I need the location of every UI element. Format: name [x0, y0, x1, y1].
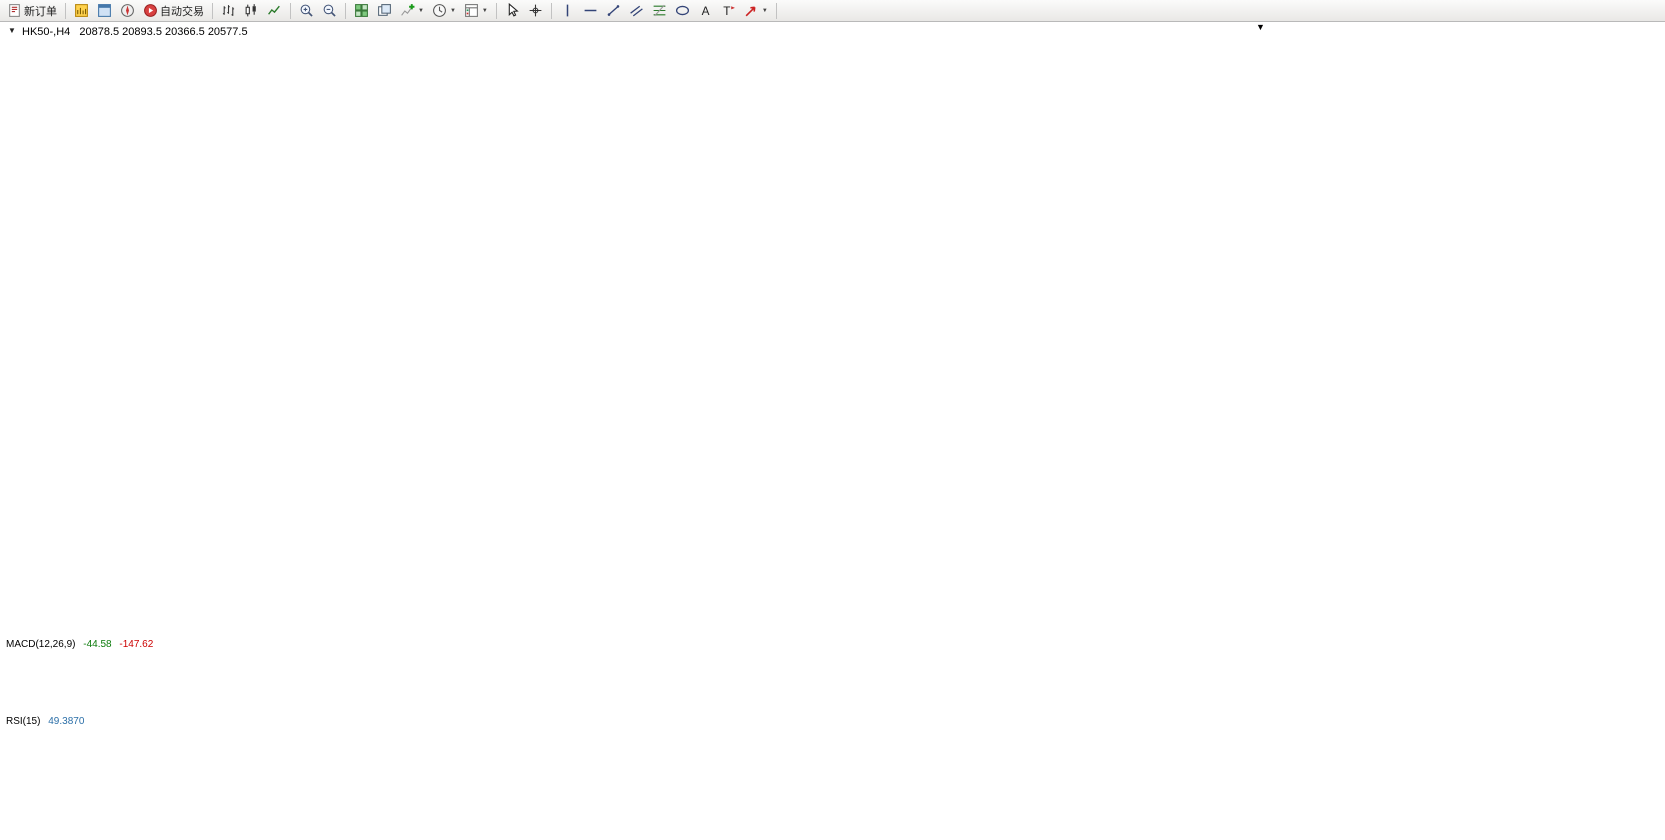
new-order-button[interactable]: 新订单 — [3, 0, 61, 21]
chart-shift-marker-icon[interactable]: ▼ — [1256, 22, 1265, 32]
zoom-in-button[interactable] — [295, 0, 318, 21]
horizontal-line-icon — [583, 3, 598, 18]
navigator-icon — [120, 3, 135, 18]
zoom-out-button[interactable] — [318, 0, 341, 21]
text-button[interactable]: A — [694, 0, 717, 21]
trendline-button[interactable] — [602, 0, 625, 21]
zoom-out-icon — [322, 3, 337, 18]
tile-windows-icon — [354, 3, 369, 18]
shapes-button[interactable] — [671, 0, 694, 21]
indicators-icon — [400, 3, 415, 18]
cursor-icon — [505, 3, 520, 18]
dropdown-arrow-icon: ▼ — [481, 7, 488, 14]
label-button[interactable]: T — [717, 0, 740, 21]
fibonacci-button[interactable] — [648, 0, 671, 21]
dropdown-arrow-icon: ▼ — [449, 7, 456, 14]
channel-icon — [629, 3, 644, 18]
vertical-line-icon — [560, 3, 575, 18]
dropdown-arrow-icon: ▼ — [418, 7, 424, 14]
svg-text:T: T — [723, 5, 730, 18]
arrange-windows-button[interactable] — [373, 0, 396, 21]
horizontal-line-button[interactable] — [579, 0, 602, 21]
dropdown-arrow-icon: ▼ — [761, 7, 768, 14]
toolbar-separator — [290, 2, 291, 19]
data-window-icon — [97, 3, 112, 18]
templates-button[interactable]: ▼ — [460, 0, 492, 21]
line-chart-button[interactable] — [263, 0, 286, 21]
arrows-button[interactable]: ▼ — [740, 0, 772, 21]
indicators-button[interactable]: ▼ — [396, 0, 428, 21]
templates-icon — [464, 3, 479, 18]
candlestick-icon — [244, 3, 259, 18]
market-watch-icon — [74, 3, 89, 18]
navigator-button[interactable] — [116, 0, 139, 21]
periods-button[interactable]: ▼ — [428, 0, 460, 21]
line-chart-icon — [267, 3, 282, 18]
toolbar-separator — [495, 2, 497, 19]
arrows-tool-icon — [744, 3, 759, 18]
bar-chart-icon — [221, 3, 236, 18]
data-window-button[interactable] — [93, 0, 116, 21]
vertical-line-button[interactable] — [556, 0, 579, 21]
toolbar-separator — [345, 2, 346, 19]
trendline-icon — [606, 3, 621, 18]
zoom-in-icon — [299, 3, 314, 18]
market-watch-button[interactable] — [70, 0, 93, 21]
toolbar-separator — [550, 2, 552, 19]
tile-windows-button[interactable] — [350, 0, 373, 21]
fibonacci-icon — [652, 3, 667, 18]
crosshair-icon — [528, 3, 543, 18]
shapes-icon — [675, 3, 690, 18]
channel-button[interactable] — [625, 0, 648, 21]
crosshair-button[interactable] — [524, 0, 547, 21]
one-click-trading-toggle[interactable]: ▼ — [8, 26, 16, 35]
arrange-windows-icon — [377, 3, 392, 18]
toolbar-separator — [65, 2, 66, 19]
cursor-button[interactable] — [501, 0, 524, 21]
autotrading-icon — [143, 3, 158, 18]
bar-chart-button[interactable] — [217, 0, 240, 21]
autotrading-button[interactable]: 自动交易 — [139, 0, 208, 21]
clock-icon — [432, 3, 447, 18]
candlestick-chart-button[interactable] — [240, 0, 263, 21]
toolbar-separator — [212, 2, 213, 19]
svg-text:A: A — [701, 5, 709, 18]
toolbar: 新订单 自动交易 ▼ ▼ ▼ A T ▼ — [0, 0, 1665, 22]
toolbar-separator — [775, 2, 777, 19]
new-order-icon — [7, 3, 22, 18]
text-icon: A — [698, 3, 713, 18]
text-label-icon: T — [721, 3, 736, 18]
